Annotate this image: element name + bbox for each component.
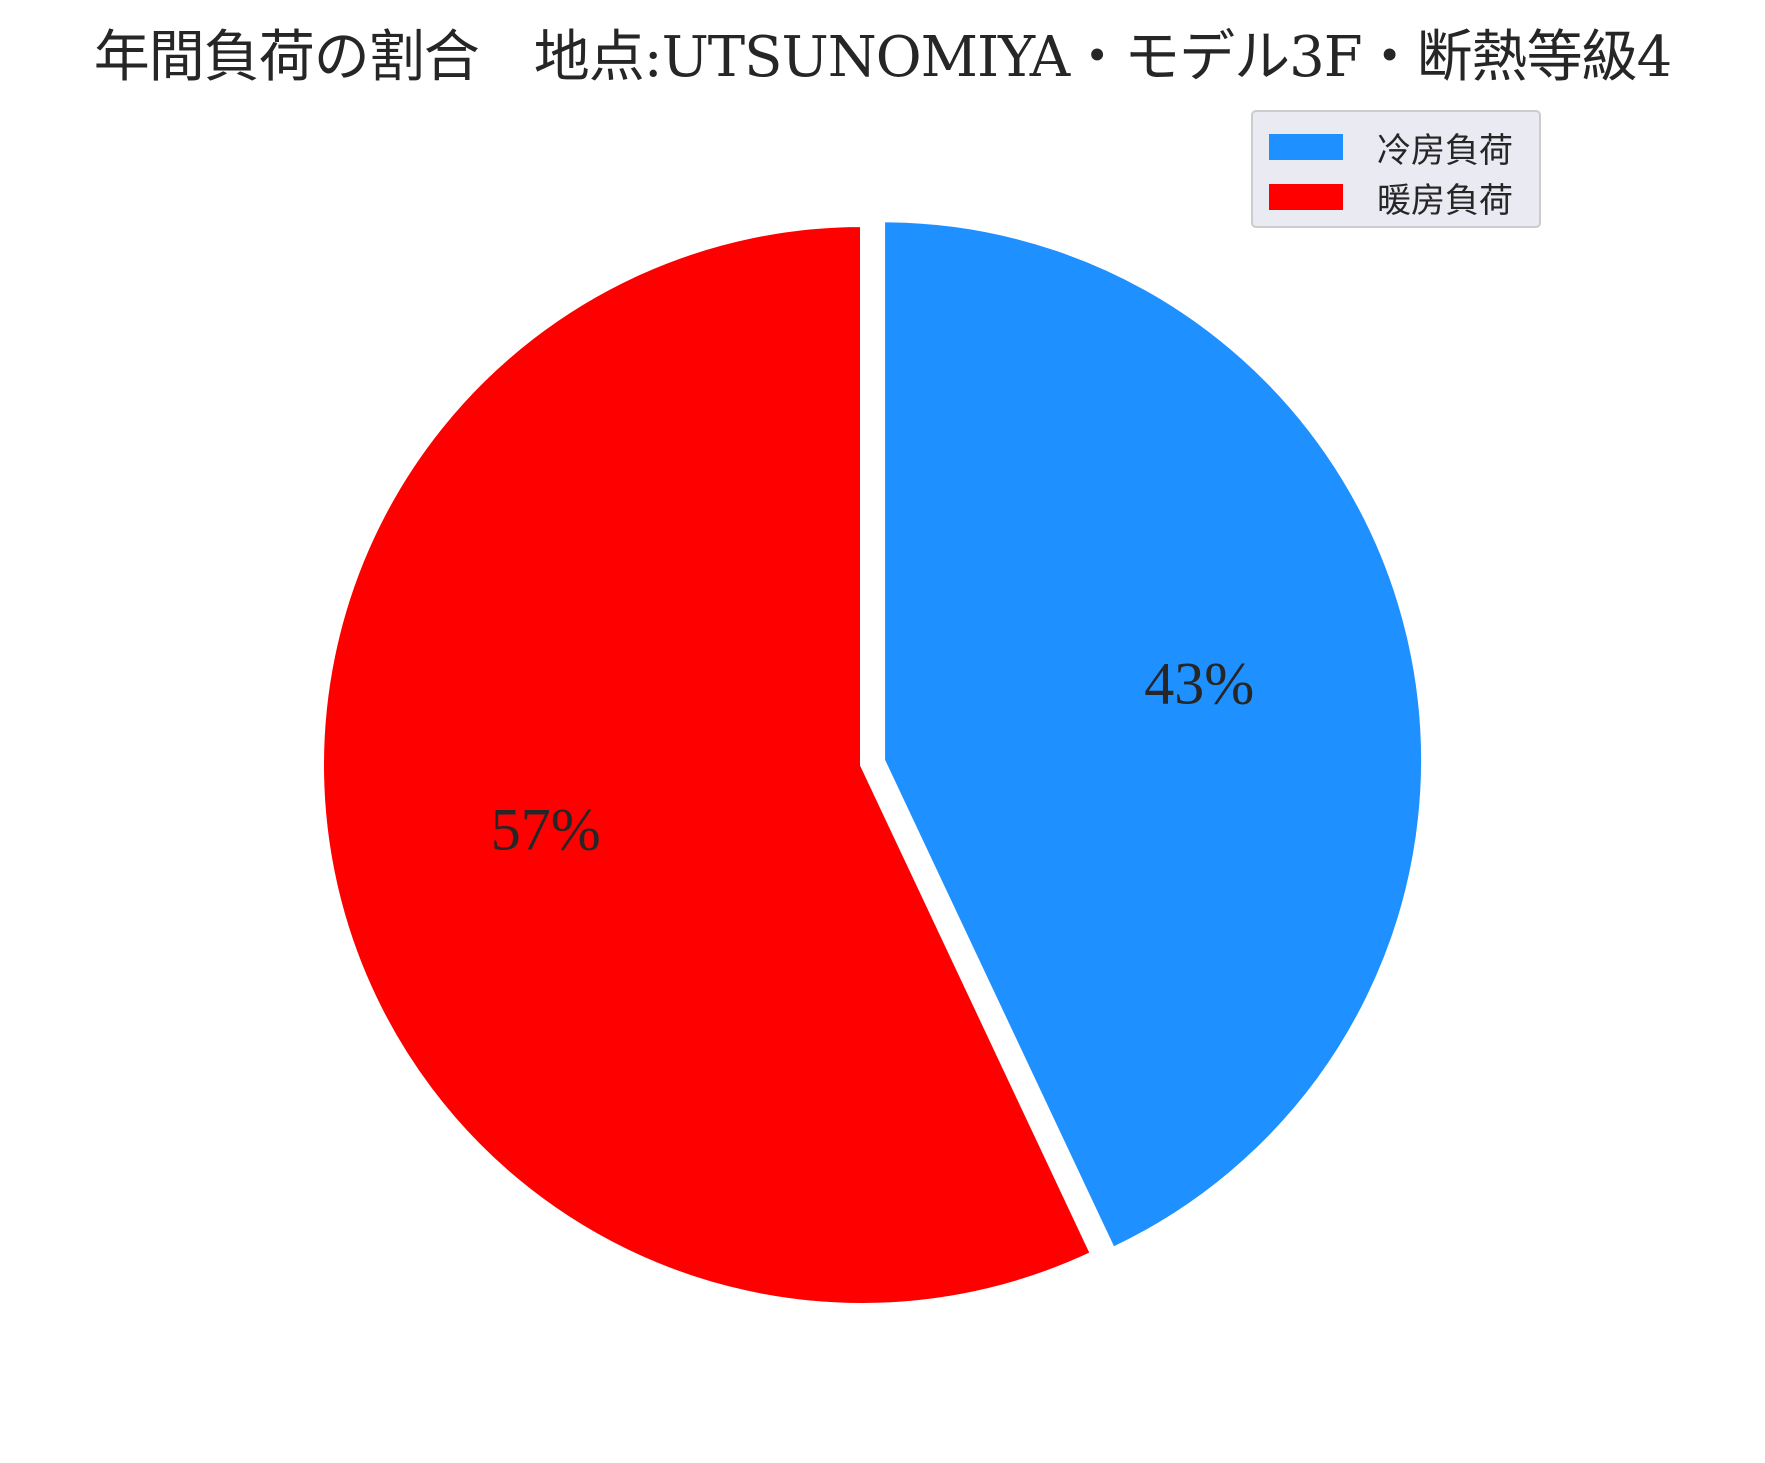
pie-slice-cooling <box>881 218 1426 1252</box>
legend-label-cooling: 冷房負荷 <box>1377 130 1513 171</box>
legend: 冷房負荷 暖房負荷 <box>1251 110 1541 228</box>
legend-label-heating: 暖房負荷 <box>1377 180 1513 221</box>
chart-title: 年間負荷の割合 地点:UTSUNOMIYA・モデル3F・断熱等級4 <box>93 25 1673 90</box>
legend-swatch-cooling <box>1269 134 1343 160</box>
legend-swatch-heating <box>1269 184 1343 210</box>
pie-label-cooling: 43% <box>1144 650 1254 716</box>
pie-label-heating: 57% <box>491 796 601 862</box>
legend-item-cooling: 冷房負荷 <box>1269 122 1523 172</box>
legend-item-heating: 暖房負荷 <box>1269 172 1523 222</box>
pie-slice-heating <box>320 222 1095 1307</box>
